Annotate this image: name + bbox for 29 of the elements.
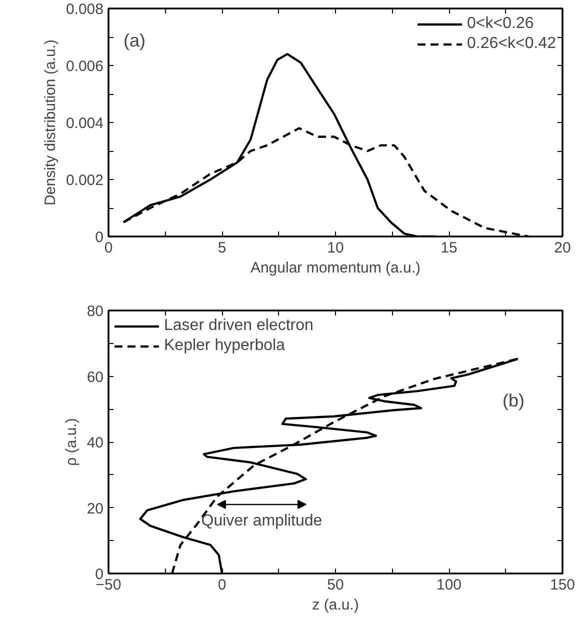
x-tick-label: 100 (436, 576, 462, 594)
y-tick-label: 0.008 (66, 1, 104, 18)
x-tick-label: 10 (327, 240, 344, 256)
x-tick-label: 50 (327, 576, 344, 594)
y-tick-label: 60 (86, 368, 104, 386)
x-tick-label: 150 (550, 576, 576, 594)
y-axis-title: ρ (a.u.) (62, 418, 80, 466)
x-tick-label: 0 (218, 576, 226, 594)
x-tick-label: 15 (440, 240, 458, 256)
x-axis-title: z (a.u.) (312, 596, 359, 614)
annotation: (a) (124, 30, 146, 50)
y-tick-label: 80 (86, 303, 104, 320)
legend-label: Kepler hyperbola (164, 337, 285, 355)
legend-label: Laser driven electron (164, 317, 314, 335)
y-tick-label: 0 (95, 566, 104, 583)
y-tick-label: 20 (86, 500, 104, 518)
annotation: (b) (502, 390, 524, 410)
y-tick-label: 0 (95, 229, 104, 246)
x-tick-label: 5 (218, 240, 226, 256)
x-tick-label: 20 (554, 240, 571, 256)
legend-label: 0.26<k<0.42 (467, 35, 556, 53)
y-tick-label: 0.004 (66, 115, 104, 132)
legend-label: 0<k<0.26 (467, 15, 534, 33)
y-axis-title: Density distribution (a.u.) (42, 40, 59, 206)
y-tick-label: 0.002 (66, 172, 104, 189)
y-tick-label: 40 (86, 434, 104, 452)
x-axis-title: Angular momentum (a.u.) (250, 260, 421, 276)
y-tick-label: 0.006 (66, 58, 104, 75)
annotation: Quiver amplitude (201, 512, 322, 530)
